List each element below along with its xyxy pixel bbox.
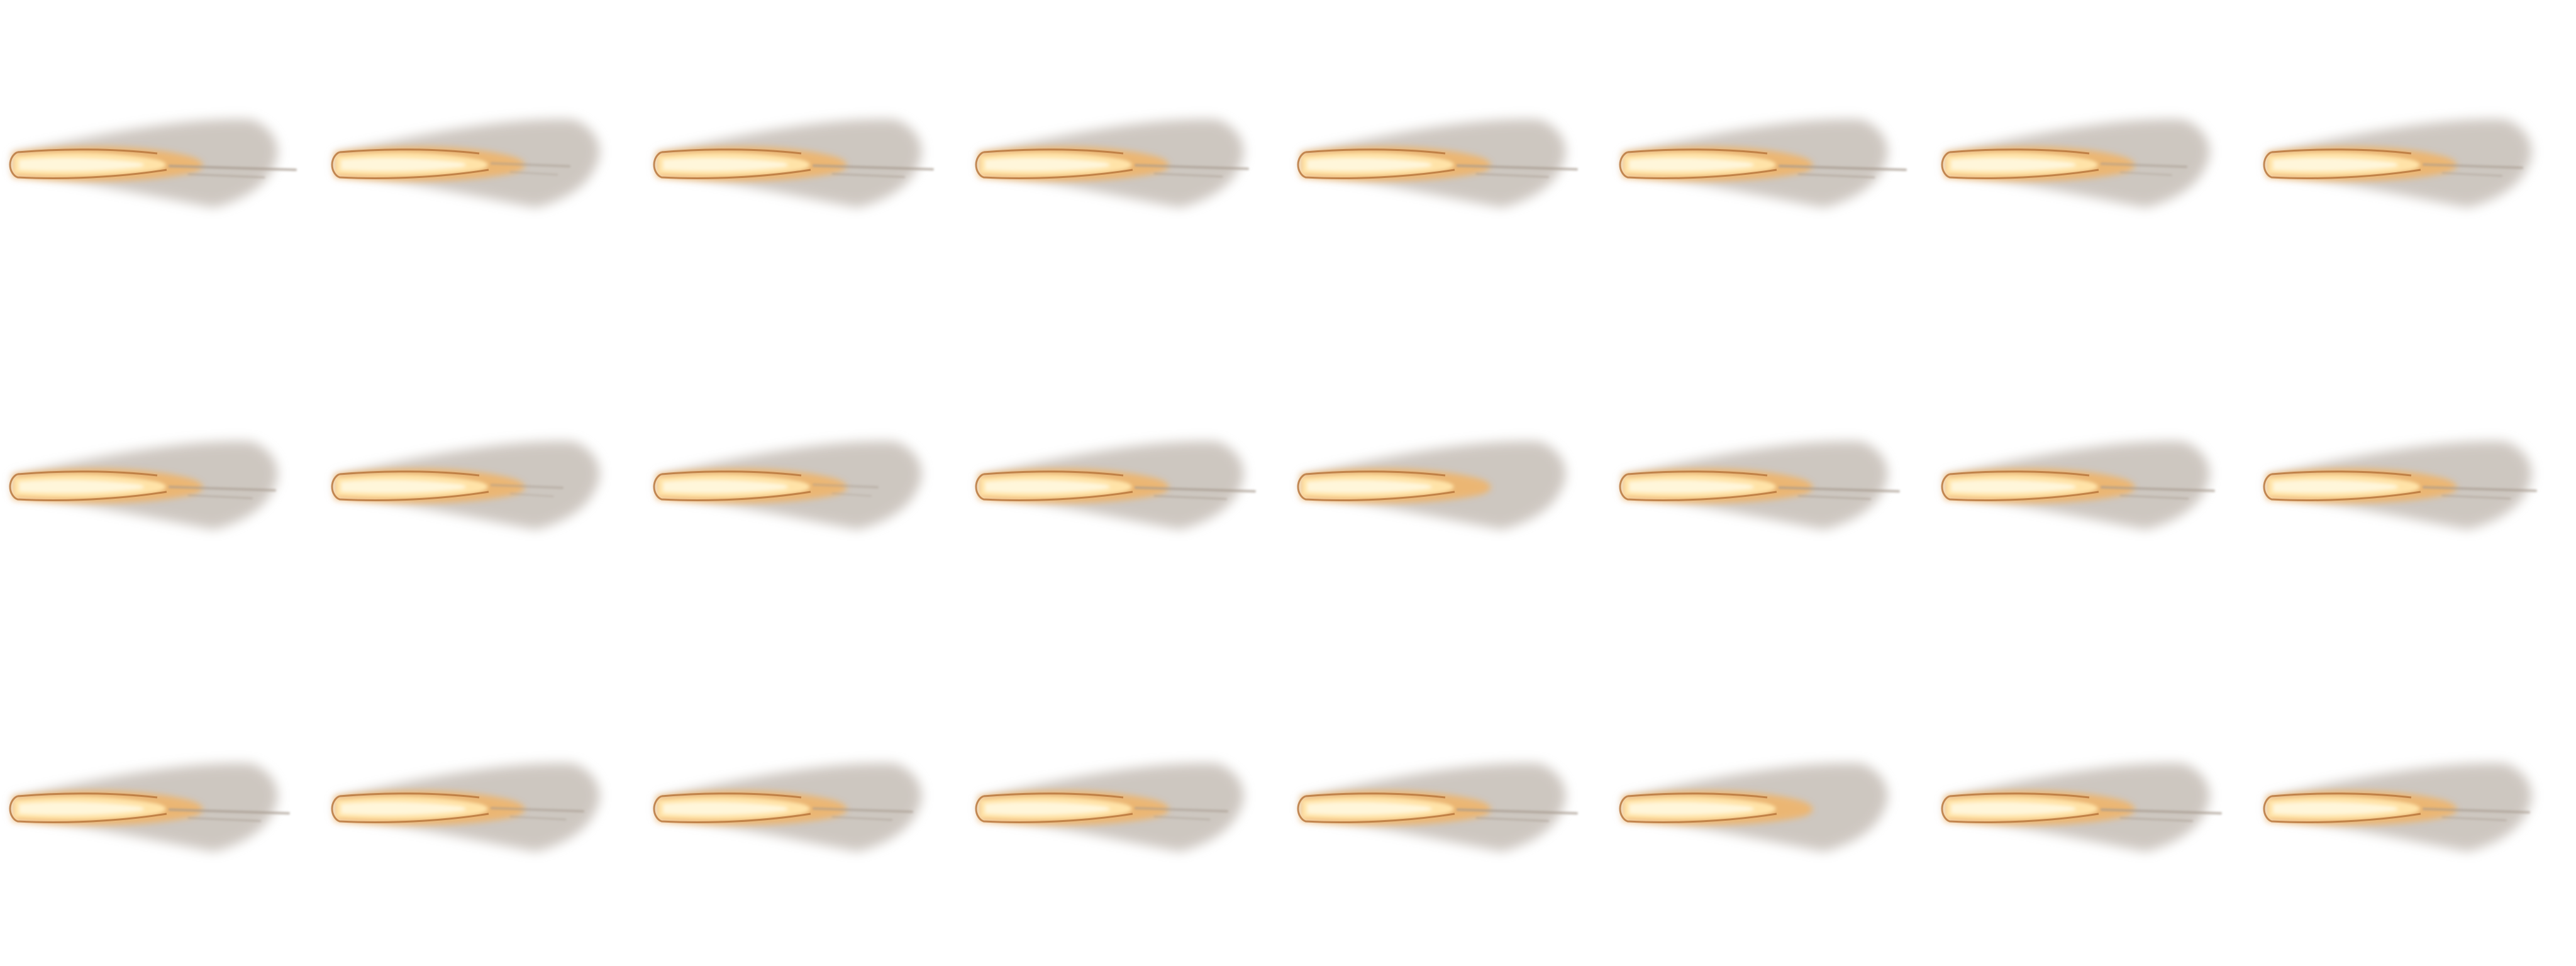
muzzle-flash-flame bbox=[1941, 119, 2210, 208]
sprite-frame bbox=[1610, 322, 1932, 644]
muzzle-flash-flame bbox=[9, 119, 297, 208]
muzzle-flash-flame bbox=[975, 441, 1256, 530]
sprite-frame bbox=[644, 322, 966, 644]
muzzle-flash-flame bbox=[975, 763, 1244, 852]
sprite-frame bbox=[1288, 0, 1610, 322]
muzzle-flash-flame bbox=[9, 763, 290, 852]
sprite-frame bbox=[322, 644, 644, 966]
muzzle-flash-flame bbox=[331, 119, 600, 208]
muzzle-flash-flame bbox=[331, 763, 600, 852]
muzzle-flash-flame bbox=[653, 441, 922, 530]
sprite-frame bbox=[2254, 644, 2576, 966]
sprite-frame bbox=[322, 322, 644, 644]
sprite-frame bbox=[1610, 644, 1932, 966]
muzzle-flash-flame bbox=[653, 763, 922, 852]
sprite-frame bbox=[966, 0, 1288, 322]
sprite-frame bbox=[1932, 0, 2254, 322]
muzzle-flash-flame bbox=[1297, 763, 1578, 852]
sprite-frame bbox=[1932, 322, 2254, 644]
sprite-frame bbox=[1288, 322, 1610, 644]
sprite-frame bbox=[644, 644, 966, 966]
muzzle-flash-flame bbox=[1297, 441, 1566, 530]
sprite-frame bbox=[0, 0, 322, 322]
muzzle-flash-flame bbox=[1619, 119, 1907, 208]
sprite-frame bbox=[966, 322, 1288, 644]
sprite-frame bbox=[0, 322, 322, 644]
sprite-frame bbox=[644, 0, 966, 322]
sprite-frame bbox=[1288, 644, 1610, 966]
muzzle-flash-flame bbox=[1619, 441, 1900, 530]
sprite-frame bbox=[0, 644, 322, 966]
muzzle-flash-flame bbox=[2263, 763, 2532, 852]
muzzle-flash-flame bbox=[2263, 441, 2537, 530]
muzzle-flash-flame bbox=[975, 119, 1249, 208]
muzzle-flash-flame bbox=[653, 119, 934, 208]
muzzle-flash-flame bbox=[2263, 119, 2532, 208]
muzzle-flash-flame bbox=[1619, 763, 1888, 852]
muzzle-flash-flame bbox=[1941, 441, 2215, 530]
muzzle-flash-flame bbox=[331, 441, 600, 530]
sprite-frame bbox=[322, 0, 644, 322]
sprite-frame bbox=[1932, 644, 2254, 966]
muzzle-flash-flame bbox=[1941, 763, 2222, 852]
sprite-frame bbox=[2254, 322, 2576, 644]
sprite-frame bbox=[2254, 0, 2576, 322]
sprite-frame bbox=[966, 644, 1288, 966]
muzzle-flash-flame bbox=[9, 441, 278, 530]
muzzle-flash-flame bbox=[1297, 119, 1578, 208]
sprite-frame bbox=[1610, 0, 1932, 322]
